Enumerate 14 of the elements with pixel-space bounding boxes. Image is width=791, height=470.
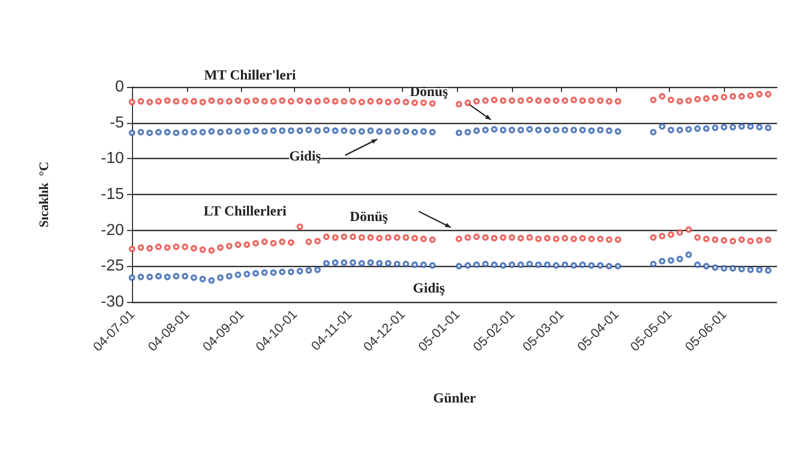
annotation: Dönüş — [350, 210, 388, 225]
x-axis-title: Günler — [433, 392, 476, 406]
y-axis-title: Sıcaklık °C — [36, 162, 51, 228]
y-tick-label: 0 — [115, 78, 124, 96]
y-tick-label: -25 — [100, 258, 124, 275]
y-tick-label: -10 — [100, 150, 124, 168]
annotation: Gidiş — [412, 282, 446, 297]
annotation: LT Chillerleri — [204, 204, 287, 220]
annotation: Gidiş — [289, 150, 322, 165]
y-tick-label: -30 — [100, 294, 124, 310]
y-tick-label: -15 — [100, 186, 124, 203]
y-tick-label: -5 — [110, 114, 124, 132]
text: MT Chiller'leri — [204, 68, 296, 84]
y-tick-label: -20 — [100, 222, 124, 239]
